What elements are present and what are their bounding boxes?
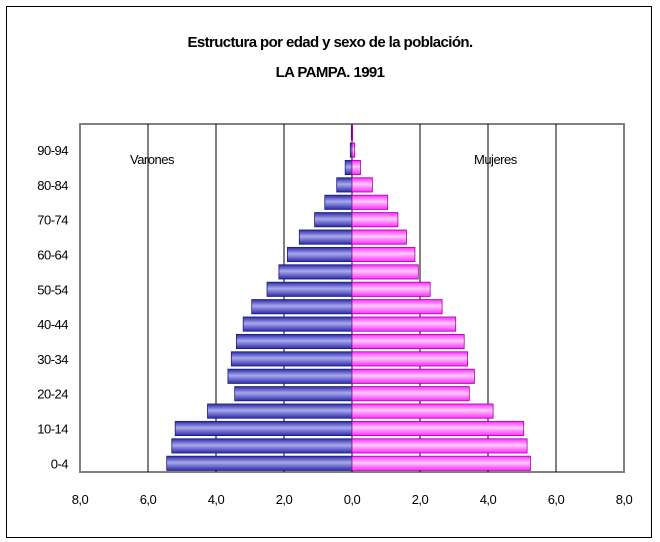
bar-varones-45-49 bbox=[251, 299, 353, 315]
x-tick-label: 6,0 bbox=[548, 492, 565, 507]
bar-mujeres-20-24 bbox=[351, 386, 470, 402]
bar-varones-80-84 bbox=[336, 177, 353, 193]
y-tick-label: 40-44 bbox=[37, 317, 68, 332]
x-tick-label: 8,0 bbox=[72, 492, 89, 507]
bar-varones-75-79 bbox=[324, 194, 353, 210]
bar-mujeres-30-34 bbox=[351, 351, 468, 367]
x-tick-label: 0,0 bbox=[344, 492, 361, 507]
bar-varones-30-34 bbox=[230, 351, 353, 367]
y-tick-label: 0-4 bbox=[51, 456, 69, 471]
bar-mujeres-60-64 bbox=[351, 246, 416, 263]
bar-mujeres-65-69 bbox=[351, 229, 407, 245]
bar-varones-55-59 bbox=[278, 264, 353, 280]
legend-mujeres: Mujeres bbox=[474, 152, 518, 167]
bar-mujeres-85-89 bbox=[351, 159, 361, 176]
bar-mujeres-55-59 bbox=[351, 264, 419, 280]
bar-varones-10-14 bbox=[174, 420, 353, 437]
bar-mujeres-45-49 bbox=[351, 299, 443, 315]
bar-mujeres-0-4 bbox=[351, 455, 531, 471]
bar-varones-65-69 bbox=[298, 229, 353, 245]
bar-varones-40-44 bbox=[242, 316, 353, 332]
bar-varones-60-64 bbox=[286, 246, 353, 263]
y-tick-label: 10-14 bbox=[37, 422, 68, 437]
x-tick-label: 4,0 bbox=[208, 492, 225, 507]
x-tick-label: 2,0 bbox=[412, 492, 429, 507]
y-tick-label: 30-34 bbox=[37, 352, 68, 367]
bar-varones-85-89 bbox=[344, 159, 353, 176]
bar-mujeres-5-9 bbox=[351, 438, 528, 454]
bar-varones-25-29 bbox=[227, 368, 353, 384]
legend-varones: Varones bbox=[130, 152, 175, 167]
y-tick-label: 20-24 bbox=[37, 387, 68, 402]
bar-varones-35-39 bbox=[235, 333, 353, 350]
y-tick-label: 80-84 bbox=[37, 178, 68, 193]
chart-subtitle: LA PAMPA. 1991 bbox=[275, 64, 385, 81]
y-tick-label: 70-74 bbox=[37, 213, 68, 228]
bar-mujeres-15-19 bbox=[351, 403, 494, 419]
bar-mujeres-80-84 bbox=[351, 177, 373, 193]
bar-mujeres-10-14 bbox=[351, 420, 525, 437]
bar-mujeres-95+ bbox=[351, 125, 354, 141]
y-tick-label: 90-94 bbox=[37, 143, 68, 158]
x-tick-label: 8,0 bbox=[616, 492, 633, 507]
bar-mujeres-70-74 bbox=[351, 212, 399, 228]
y-tick-label: 60-64 bbox=[37, 248, 68, 263]
bar-varones-5-9 bbox=[171, 438, 353, 454]
bar-mujeres-35-39 bbox=[351, 333, 465, 350]
bar-varones-0-4 bbox=[166, 455, 353, 471]
bar-varones-15-19 bbox=[207, 403, 353, 419]
bar-mujeres-90-94 bbox=[351, 142, 356, 158]
x-tick-label: 6,0 bbox=[140, 492, 157, 507]
bar-varones-70-74 bbox=[314, 212, 353, 228]
bar-mujeres-50-54 bbox=[351, 281, 431, 297]
bar-mujeres-40-44 bbox=[351, 316, 457, 332]
x-tick-label: 2,0 bbox=[276, 492, 293, 507]
x-tick-label: 4,0 bbox=[480, 492, 497, 507]
y-tick-label: 50-54 bbox=[37, 282, 68, 297]
bar-mujeres-25-29 bbox=[351, 368, 475, 384]
bar-varones-20-24 bbox=[234, 386, 353, 402]
bar-mujeres-75-79 bbox=[351, 194, 389, 210]
chart-title: Estructura por edad y sexo de la poblaci… bbox=[187, 34, 473, 51]
bar-varones-50-54 bbox=[266, 281, 353, 297]
